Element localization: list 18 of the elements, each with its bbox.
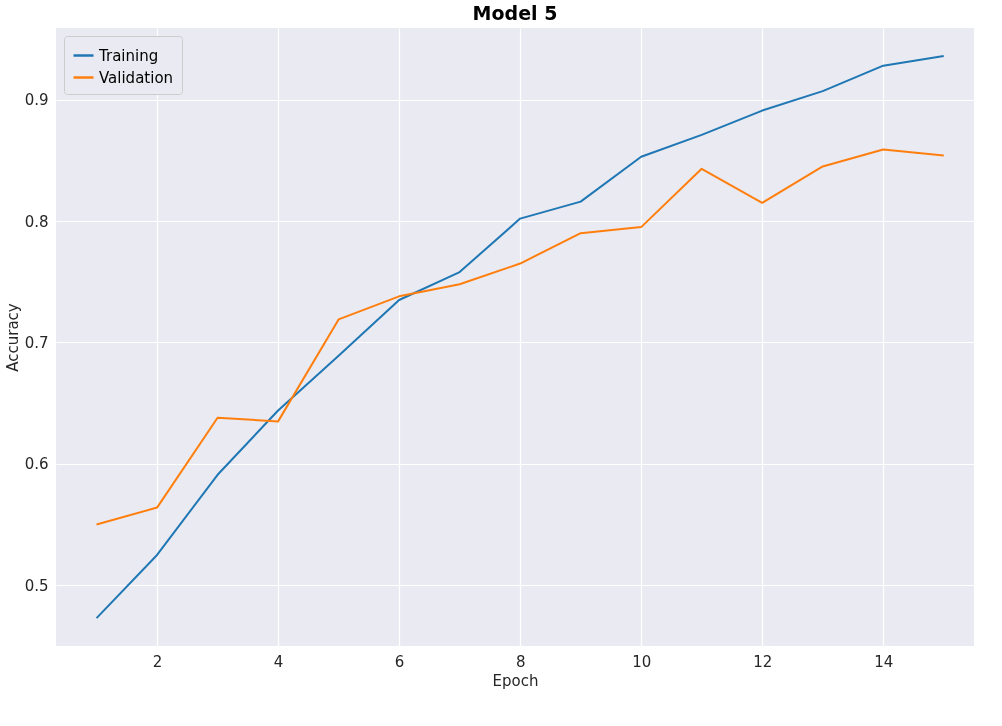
x-tick-label: 2 (152, 652, 163, 671)
y-tick-label: 0.7 (24, 333, 49, 352)
x-axis-title: Epoch (492, 671, 539, 690)
legend-label: Validation (99, 68, 174, 87)
y-tick-label: 0.8 (24, 212, 49, 231)
x-tick-label: 4 (273, 652, 284, 671)
x-tick-label: 10 (632, 652, 652, 671)
x-tick-label: 8 (515, 652, 526, 671)
y-tick-label: 0.9 (24, 91, 49, 110)
line-series (95, 148, 945, 526)
x-tick-label: 14 (874, 652, 894, 671)
legend-label: Training (98, 46, 159, 65)
x-tick-label: 12 (753, 652, 773, 671)
y-tick-label: 0.6 (24, 455, 49, 474)
chart-title: Model 5 (472, 2, 558, 24)
y-tick-label: 0.5 (24, 576, 49, 595)
x-tick-label: 6 (394, 652, 405, 671)
y-axis-title: Accuracy (3, 303, 22, 372)
